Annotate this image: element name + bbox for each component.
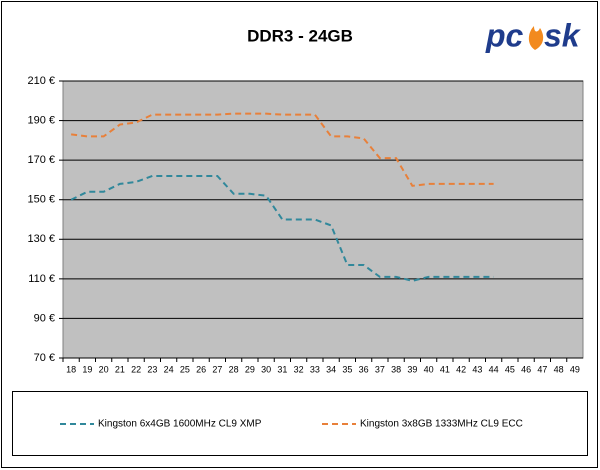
logo: pc sk [485,17,582,53]
x-tick-label: 45 [505,364,515,374]
x-tick-label: 31 [277,364,287,374]
x-tick-label: 37 [375,364,385,374]
x-tick-label: 24 [164,364,174,374]
y-tick-label: 170 € [27,154,55,166]
y-tick-label: 90 € [34,312,55,324]
y-tick-label: 150 € [27,194,55,206]
x-tick-label: 23 [147,364,157,374]
x-tick-label: 20 [99,364,109,374]
logo-flame [528,26,544,50]
x-tick-label: 28 [229,364,239,374]
y-tick-label: 130 € [27,233,55,245]
y-tick-label: 210 € [27,75,55,87]
x-tick-label: 33 [310,364,320,374]
series-line [70,174,494,282]
x-tick-label: 47 [537,364,547,374]
y-tick-label: 190 € [27,114,55,126]
y-tick-label: 110 € [28,273,55,285]
x-tick-label: 49 [570,364,580,374]
x-tick-label: 42 [456,364,466,374]
plot-area [62,80,584,359]
x-tick-label: 39 [407,364,417,374]
x-tick-label: 34 [326,364,336,374]
legend-label: Kingston 6x4GB 1600MHz CL9 XMP [98,419,262,430]
x-tick-label: 41 [440,364,450,374]
logo-text: pc [485,17,524,53]
chart-title: DDR3 - 24GB [247,26,353,45]
x-tick-label: 25 [180,364,190,374]
legend-label: Kingston 3x8GB 1333MHz CL9 ECC [360,419,523,430]
x-tick-label: 19 [82,364,92,374]
y-tick-label: 70 € [34,352,55,364]
x-tick-label: 32 [294,364,304,374]
x-tick-label: 21 [115,364,125,374]
x-tick-label: 26 [196,364,206,374]
x-tick-label: 48 [554,364,564,374]
logo-text: sk [544,17,582,53]
x-tick-label: 35 [342,364,352,374]
x-tick-label: 22 [131,364,141,374]
x-tick-label: 44 [489,364,499,374]
x-tick-label: 29 [245,364,255,374]
legend-box [12,391,588,456]
x-tick-label: 30 [261,364,271,374]
x-tick-label: 46 [521,364,531,374]
x-tick-label: 40 [424,364,434,374]
x-tick-label: 43 [472,364,482,374]
x-tick-label: 27 [212,364,222,374]
x-tick-label: 18 [66,364,76,374]
series-line [71,112,494,187]
x-tick-label: 38 [391,364,401,374]
x-tick-label: 36 [359,364,369,374]
